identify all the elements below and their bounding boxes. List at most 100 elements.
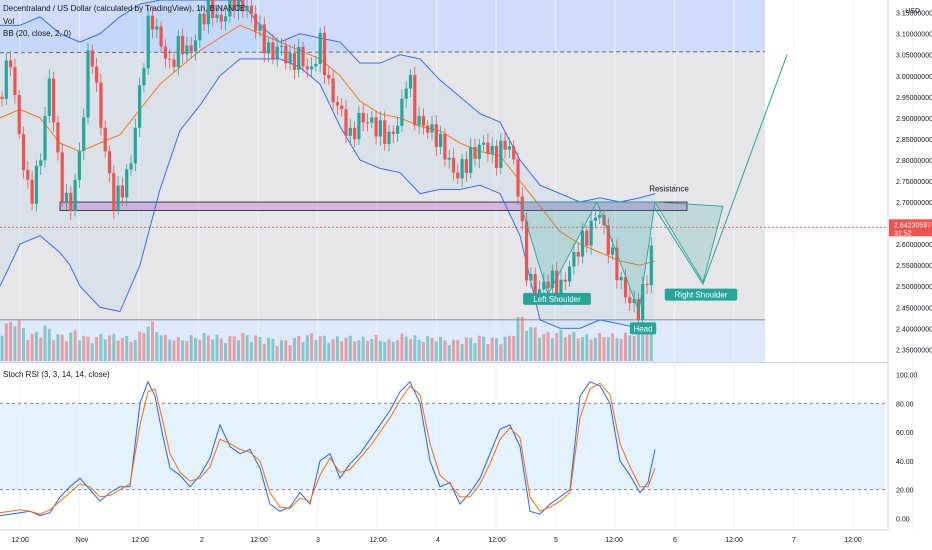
price-tick: 2.60000000	[896, 242, 932, 249]
candle-body	[417, 115, 421, 126]
volume-bar	[284, 340, 288, 361]
time-tick: 5	[554, 537, 558, 544]
volume-bar	[507, 335, 511, 361]
candle-body	[43, 116, 47, 161]
volume-bar	[391, 341, 395, 361]
candle-body	[568, 266, 572, 282]
candle-body	[533, 274, 537, 294]
candle-body	[215, 14, 219, 18]
current-price-value: 2.64230597	[894, 222, 931, 229]
candle-body	[271, 42, 275, 59]
stoch-k-line	[0, 380, 656, 517]
volume-bar	[249, 341, 253, 361]
volume-bar	[77, 340, 81, 361]
candle-body	[116, 185, 120, 210]
volume-bar	[65, 341, 68, 361]
rsi-tick: 0.00	[896, 516, 910, 523]
candle-body	[378, 120, 382, 137]
volume-bar	[555, 333, 559, 361]
volume-bar	[645, 329, 649, 361]
candle-body	[90, 50, 94, 67]
candle-body	[297, 46, 301, 70]
candle-body	[30, 179, 34, 204]
volume-bar	[615, 338, 619, 361]
candle-body	[335, 102, 339, 106]
volume-bar	[189, 335, 193, 361]
volume-bar	[606, 337, 610, 361]
candle-body	[77, 150, 81, 180]
bollinger-fill	[0, 0, 655, 329]
current-price-tag	[889, 219, 932, 237]
candle-body	[120, 185, 124, 198]
candle-body	[219, 14, 223, 22]
candle-body	[331, 78, 335, 103]
resistance-label: Resistance	[649, 185, 689, 194]
candle-body	[185, 45, 189, 55]
head-label-tag	[629, 322, 657, 335]
volume-bar	[559, 329, 563, 361]
time-tick: 2	[200, 537, 204, 544]
time-tick: 4	[436, 537, 440, 544]
candle-body	[267, 42, 271, 54]
volume-bar	[155, 332, 159, 361]
volume-bar	[194, 337, 197, 361]
candle-body	[52, 78, 56, 123]
volume-bar	[387, 339, 391, 361]
candle-body	[628, 297, 632, 304]
volume-bar	[421, 341, 425, 361]
volume-bar	[404, 336, 408, 361]
volume-bar	[228, 335, 232, 361]
candle-body	[176, 35, 180, 68]
candle-body	[559, 279, 563, 297]
volume-bar	[641, 328, 645, 361]
volume-bar	[361, 336, 365, 361]
volume-bar	[323, 335, 326, 361]
price-tick: 2.85000000	[896, 137, 932, 144]
volume-bar	[297, 335, 301, 361]
volume-bar	[598, 332, 602, 361]
candle-body	[202, 13, 206, 25]
volume-bar	[593, 337, 597, 361]
volume-bar	[60, 334, 64, 361]
candle-body	[563, 279, 567, 282]
candle-body	[150, 15, 155, 30]
candle-body	[649, 245, 653, 286]
price-tick: 2.70000000	[896, 200, 932, 207]
candle-body	[615, 247, 619, 281]
candle-body	[279, 45, 284, 47]
volume-bar	[413, 335, 417, 361]
bollinger-legend: BB (20, close, 2, 0)	[3, 29, 72, 38]
volume-bar	[185, 340, 189, 361]
volume-bar	[211, 339, 215, 361]
volume-bar	[469, 337, 473, 361]
rsi-tick: 20.00	[896, 488, 914, 495]
volume-bar	[632, 335, 636, 361]
volume-bar	[142, 333, 146, 361]
candle-body	[56, 122, 60, 153]
candle-body	[585, 230, 589, 246]
volume-bar	[254, 335, 258, 361]
candle-body	[181, 35, 185, 55]
candle-body	[387, 131, 391, 144]
candle-body	[516, 159, 520, 197]
candle-body	[512, 146, 516, 160]
volume-bar	[490, 337, 494, 361]
volume-bar	[529, 327, 533, 361]
bollinger-upper	[0, 0, 656, 203]
candle-body	[555, 270, 559, 297]
volume-bar	[520, 317, 524, 361]
volume-bar	[486, 343, 490, 361]
candle-body	[606, 225, 610, 255]
volume-bar	[202, 333, 206, 361]
volume-bar	[344, 337, 348, 361]
candle-body	[288, 53, 292, 64]
volume-bar	[232, 336, 236, 361]
volume-bar	[585, 334, 589, 361]
candle-body	[172, 59, 176, 68]
volume-bar	[181, 340, 185, 361]
candle-body	[370, 117, 374, 123]
candle-body	[473, 147, 477, 159]
volume-bar	[271, 338, 275, 361]
candle-body	[619, 276, 623, 281]
